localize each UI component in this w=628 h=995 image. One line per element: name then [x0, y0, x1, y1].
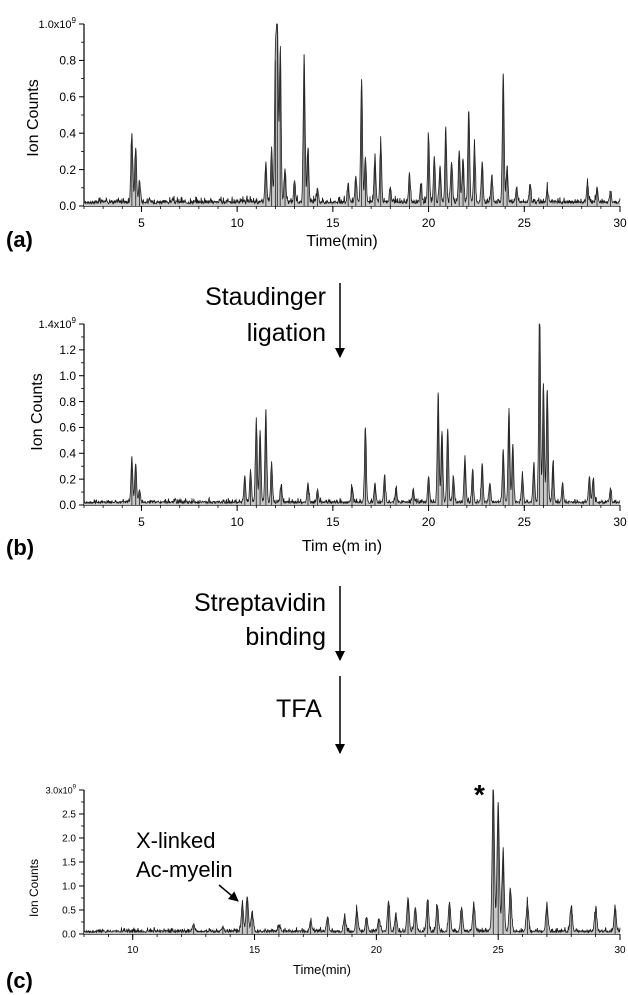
x-tick-label: 15 — [326, 216, 340, 230]
panel-b: 5 10 15 20 25 300.00.20.40.60.81.01.21.4x109 … — [6, 316, 627, 560]
xlinked-annotation-arrow — [218, 884, 239, 902]
chromatogram-trace — [83, 23, 621, 206]
staudinger-line-1: Staudinger — [205, 283, 326, 311]
x-tick-label: 30 — [614, 945, 626, 956]
panel-a-ylabel: Ion Counts — [25, 79, 42, 156]
chromatogram-trace — [83, 789, 621, 935]
y-tick-label: 0.0 — [59, 498, 76, 512]
y-tick-label: 0.2 — [59, 163, 76, 177]
y-tick-label: 1.5 — [62, 858, 76, 869]
tfa-label: TFA — [276, 695, 322, 723]
x-tick-label: 20 — [422, 216, 436, 230]
panel-b-xlabel: Tim e(m in) — [302, 538, 382, 555]
tfa-step: TFA — [276, 676, 345, 754]
y-tick-label: 0.6 — [59, 421, 76, 435]
y-tick-label: 1.0 — [59, 369, 76, 383]
panel-a-xlabel: Time(min) — [306, 233, 377, 250]
asterisk-annotation: * — [474, 779, 485, 810]
y-multiplier-exponent: 9 — [72, 16, 77, 25]
y-tick-label: 1.0 — [62, 882, 76, 893]
y-multiplier-exponent: 9 — [73, 785, 77, 791]
streptavidin-line-1: Streptavidin — [194, 589, 326, 617]
y-tick-label: 0.8 — [59, 395, 76, 409]
xlinked-annotation-line-2: Ac-myelin — [136, 857, 233, 882]
y-tick-label: 0.4 — [59, 126, 76, 140]
y-multiplier-label: 1.0x109 — [39, 16, 77, 31]
panel-c-plot: 10 15 20 25 30 0.0 0.5 1.0 1.5 2.0 2.5 3.0x109 — [46, 785, 626, 957]
x-tick-label: 10 — [230, 515, 244, 529]
x-tick-label: 25 — [518, 515, 532, 529]
x-tick-label: 5 — [138, 515, 145, 529]
y-multiplier-label: 3.0x109 — [46, 785, 77, 796]
x-tick-label: 20 — [422, 515, 436, 529]
y-tick-label: 0.2 — [59, 472, 76, 486]
staudinger-step: Staudinger ligation — [205, 283, 345, 358]
panel-b-label: (b) — [6, 535, 34, 560]
y-tick-label: 2.5 — [62, 810, 76, 821]
x-tick-label: 15 — [249, 945, 261, 956]
x-tick-label: 10 — [230, 216, 244, 230]
chromatogram-fill — [84, 24, 620, 206]
panel-a: 5 10 15 20 25 30 0.0 0.2 0.4 0.6 0.8 1.0x109 Ion Co… — [6, 16, 627, 252]
streptavidin-step: Streptavidin binding — [194, 586, 345, 661]
y-tick-label: 2.0 — [62, 834, 76, 845]
streptavidin-line-2: binding — [245, 623, 326, 651]
xlinked-annotation-line-1: X-linked — [136, 828, 215, 853]
x-tick-label: 30 — [613, 216, 627, 230]
panel-b-ylabel: Ion Counts — [29, 373, 46, 450]
y-tick-label: 0.8 — [59, 54, 76, 68]
x-tick-label: 15 — [326, 515, 340, 529]
panel-c-label: (c) — [6, 968, 33, 993]
y-tick-label: 0.6 — [59, 90, 76, 104]
panel-a-plot: 5 10 15 20 25 30 0.0 0.2 0.4 0.6 0.8 1.0x109 — [39, 16, 627, 230]
x-tick-label: 25 — [518, 216, 532, 230]
staudinger-line-2: ligation — [247, 319, 326, 347]
panel-c: 10 15 20 25 30 0.0 0.5 1.0 1.5 2.0 2.5 3.0x109 Ion … — [6, 779, 626, 993]
y-tick-label: 0.5 — [62, 906, 76, 917]
y-tick-label: 1.2 — [59, 343, 76, 357]
x-tick-label: 30 — [613, 515, 627, 529]
panel-b-plot: 5 10 15 20 25 30 0.0 0.2 0.4 0.6 0.8 1.0 1.2 1.4x109 — [39, 316, 627, 529]
panel-c-ylabel: Ion Counts — [27, 859, 41, 917]
x-tick-label: 5 — [138, 216, 145, 230]
y-tick-label: 0.4 — [59, 446, 76, 460]
y-multiplier-label: 1.4x109 — [39, 316, 77, 331]
x-tick-label: 20 — [371, 945, 383, 956]
panel-a-label: (a) — [6, 227, 33, 252]
x-tick-label: 25 — [493, 945, 505, 956]
y-multiplier-exponent: 9 — [72, 316, 77, 325]
y-tick-label: 0.0 — [59, 199, 76, 213]
y-tick-label: 0.0 — [62, 930, 76, 941]
x-tick-label: 10 — [127, 945, 139, 956]
panel-c-xlabel: Time(min) — [293, 962, 351, 977]
